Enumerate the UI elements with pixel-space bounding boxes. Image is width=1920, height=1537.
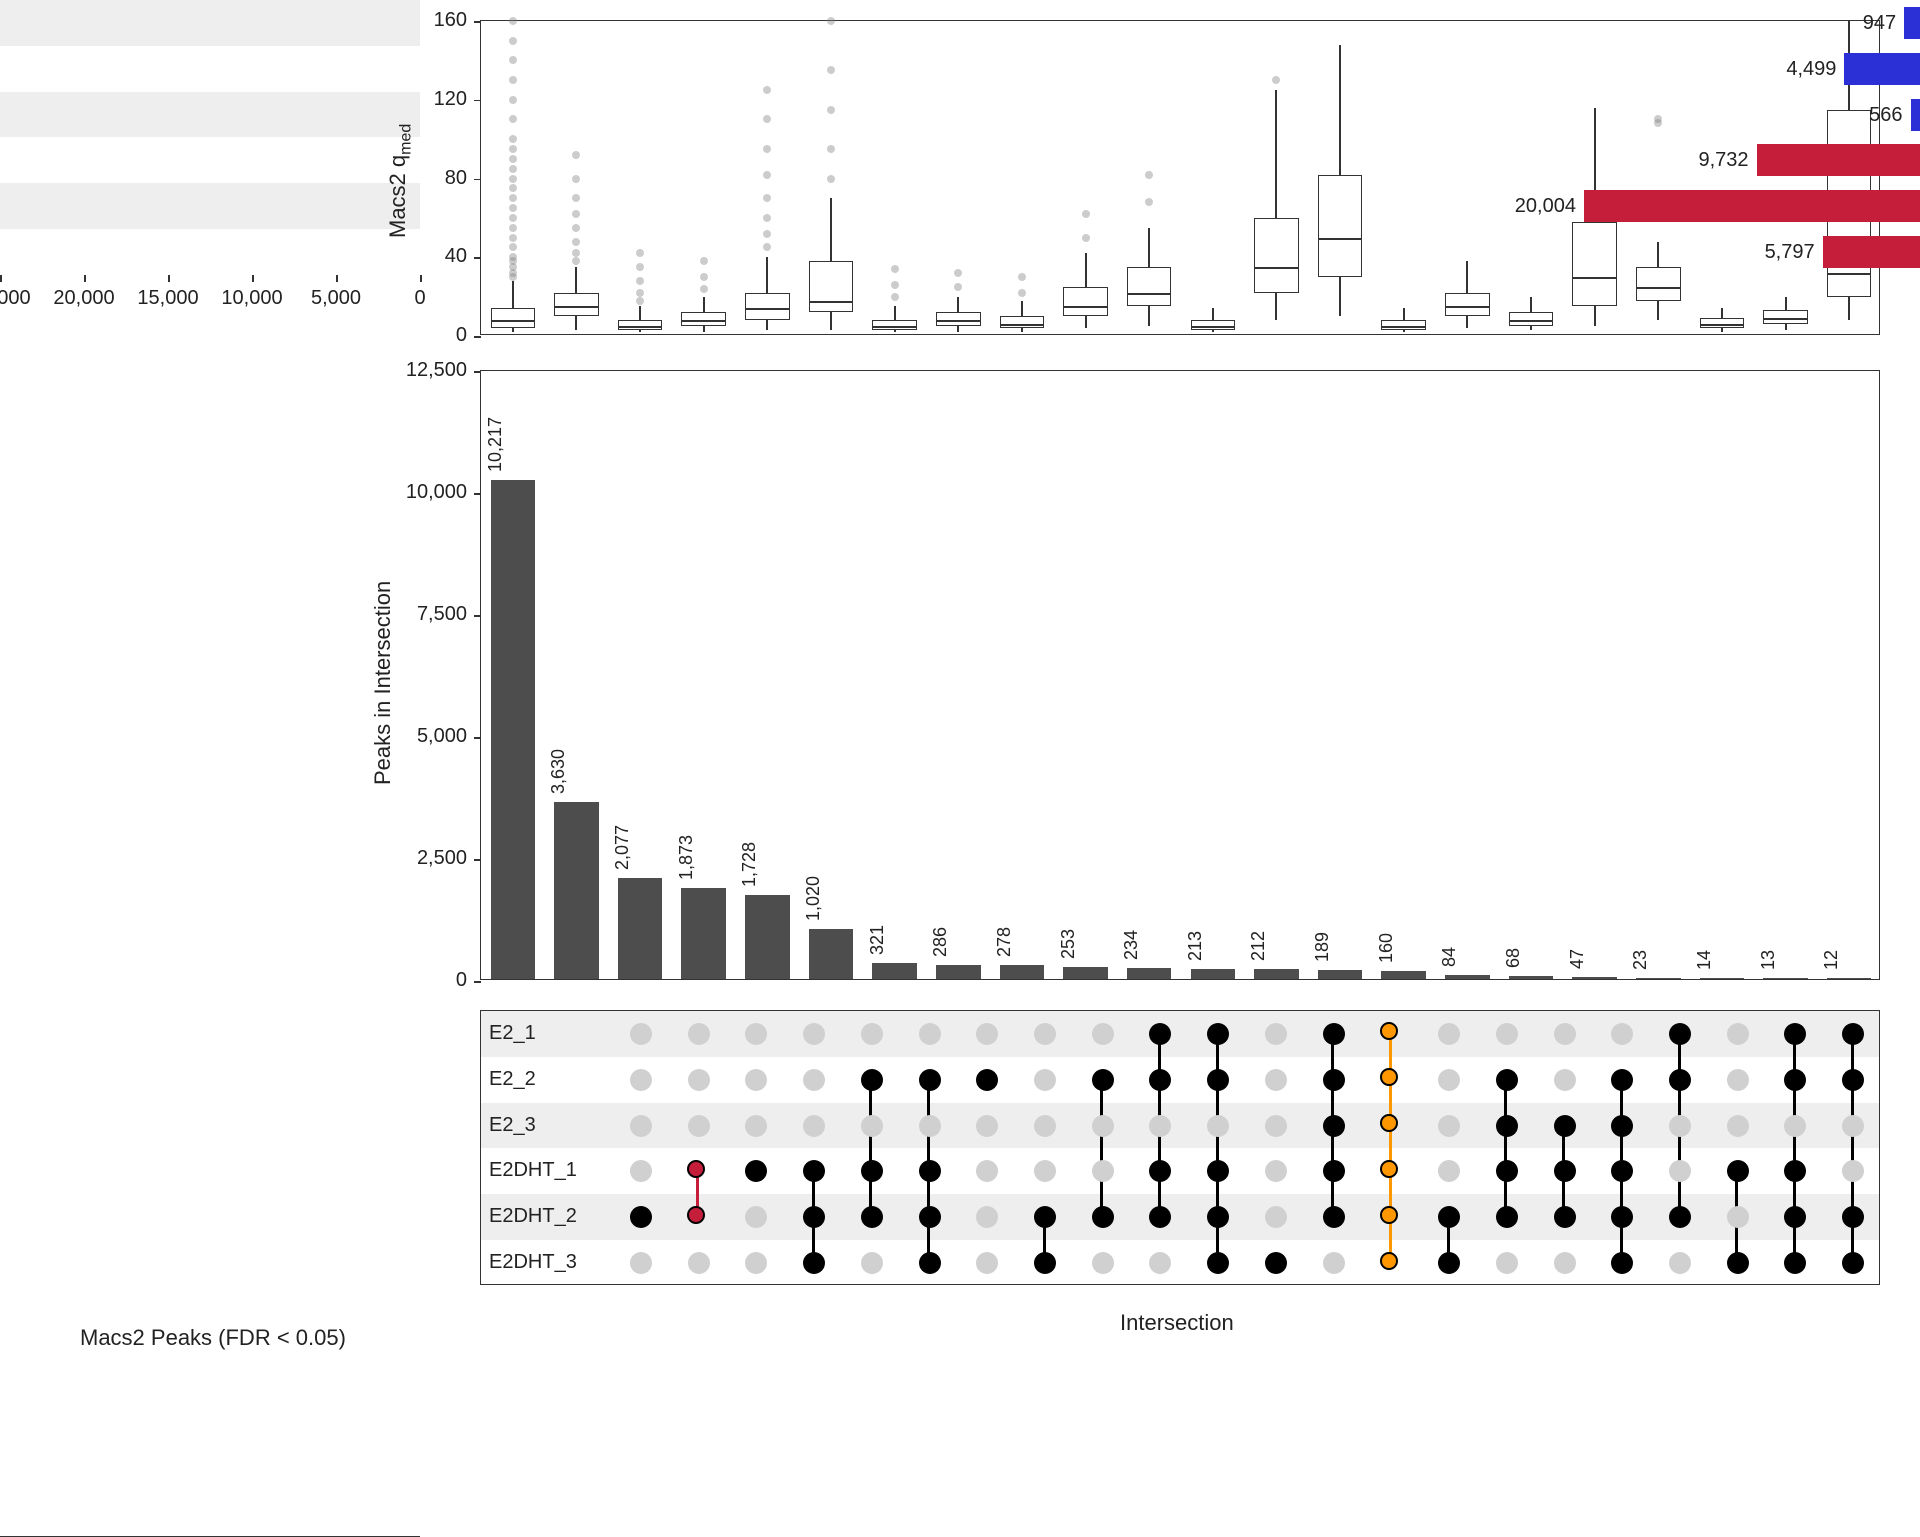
set-size-panel: 9474,4995669,73220,0045,79705,00010,0001…: [0, 0, 420, 275]
boxplot-panel: 04080120160: [480, 20, 1880, 335]
intersection-bars-panel: 02,5005,0007,50010,00012,50010,2173,6302…: [480, 370, 1880, 980]
membership-matrix-panel: E2_1E2_2E2_3E2DHT_1E2DHT_2E2DHT_3: [480, 1010, 1880, 1285]
